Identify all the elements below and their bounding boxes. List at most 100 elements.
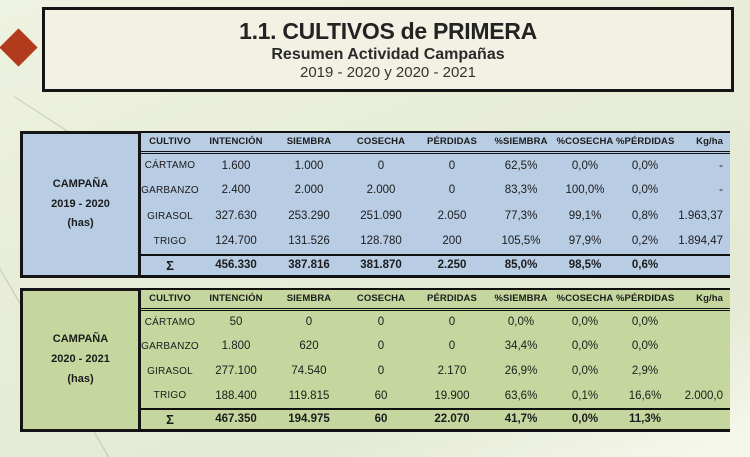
- column-header: %PÉRDIDAS: [615, 132, 675, 154]
- total-cell: Σ: [141, 407, 199, 431]
- table-cell: GARBANZO: [141, 340, 199, 352]
- table-cell: 0,1%: [571, 389, 599, 402]
- table-cell: 63,6%: [504, 389, 538, 402]
- total-cell: 22.070: [417, 407, 487, 431]
- column-header: Kg/ha: [675, 132, 730, 154]
- table-cell: 0,2%: [631, 235, 659, 248]
- table-cell: 0: [377, 316, 385, 329]
- header-row: CULTIVO INTENCIÓN SIEMBRA COSECHA PÉRDIDAS %S…: [141, 132, 730, 154]
- column-header: COSECHA: [345, 289, 417, 311]
- campaign-2019-2020-section: CAMPAÑA 2019 - 2020 (has) CULTIVO INTENCI…: [20, 131, 730, 278]
- table-cell: 0,0%: [571, 316, 599, 329]
- table-cell: TRIGO: [153, 235, 187, 247]
- table-cell: -: [719, 184, 723, 197]
- table-cell: 188.400: [215, 389, 257, 402]
- table-cell: 2,9%: [631, 365, 659, 378]
- table-cell: 1.000: [294, 159, 324, 172]
- table-cell: 19.900: [434, 389, 470, 402]
- table-cell: 0,0%: [631, 340, 659, 353]
- table-cell: 0: [377, 365, 385, 378]
- table-cell: -: [719, 159, 723, 172]
- table-cell: 119.815: [288, 389, 330, 402]
- total-cell: 41,7%: [487, 407, 555, 431]
- table-cell: 620: [299, 340, 319, 353]
- campaign-2020-2021-section: CAMPAÑA 2020 - 2021 (has) CULTIVO INTENCI…: [20, 288, 730, 432]
- table-cell: CÁRTAMO: [144, 316, 196, 328]
- table-row: GARBANZO 2.400 2.000 2.000 0 83,3% 100,0% 0,0% -: [141, 178, 730, 204]
- table-cell: 50: [229, 316, 243, 329]
- table-cell: 1.600: [221, 159, 251, 172]
- column-header: %COSECHA: [555, 289, 615, 311]
- table-cell: GARBANZO: [141, 184, 199, 196]
- campaign-label-line: CAMPAÑA: [52, 177, 109, 190]
- red-diamond-accent-icon: [0, 28, 38, 67]
- total-cell: 0,0%: [555, 407, 615, 431]
- column-header: %PÉRDIDAS: [615, 289, 675, 311]
- slide-period: 2019 - 2020 y 2020 - 2021: [300, 64, 476, 82]
- table-row: GIRASOL 327.630 253.290 251.090 2.050 77,3% 99…: [141, 203, 730, 229]
- table-cell: 253.290: [288, 210, 330, 223]
- total-cell: 0,6%: [615, 253, 675, 277]
- table-cell: [675, 334, 730, 359]
- table-cell: 83,3%: [504, 184, 538, 197]
- table-cell: 0: [448, 316, 456, 329]
- table-cell: 0: [305, 316, 313, 329]
- table-cell: TRIGO: [153, 390, 187, 402]
- table-cell: 97,9%: [568, 235, 602, 248]
- total-cell: [675, 407, 730, 431]
- column-header: PÉRDIDAS: [417, 289, 487, 311]
- table-cell: GIRASOL: [147, 210, 193, 222]
- table-row: CÁRTAMO 50 0 0 0 0,0% 0,0% 0,0%: [141, 309, 730, 334]
- table-cell: 0: [448, 184, 456, 197]
- table-cell: 0,0%: [631, 159, 659, 172]
- table-cell: 0,0%: [571, 159, 599, 172]
- table-cell: GIRASOL: [147, 365, 193, 377]
- table-cell: 2.000,0: [684, 389, 723, 402]
- table-cell: [675, 309, 730, 334]
- table-cell: 1.963,37: [678, 210, 723, 223]
- table-body: CÁRTAMO 50 0 0 0 0,0% 0,0% 0,0% GARBANZO 1.800 620…: [141, 309, 730, 409]
- total-cell: [675, 253, 730, 277]
- campaign-label-line: (has): [67, 372, 94, 385]
- table-cell: 99,1%: [568, 210, 602, 223]
- table-row: GIRASOL 277.100 74.540 0 2.170 26,9% 0,0% 2,9%: [141, 359, 730, 384]
- table-cell: 74.540: [291, 365, 327, 378]
- table-cell: 2.400: [221, 184, 251, 197]
- title-box: 1.1. CULTIVOS de PRIMERA Resumen Activid…: [42, 7, 734, 92]
- campaign-2020-2021-table: CULTIVO INTENCIÓN SIEMBRA COSECHA PÉRDIDAS %S…: [141, 288, 730, 432]
- total-cell: 85,0%: [487, 253, 555, 277]
- table-cell: 0: [448, 159, 456, 172]
- column-header: COSECHA: [345, 132, 417, 154]
- table-cell: 0,0%: [571, 365, 599, 378]
- table-cell: 0: [448, 340, 456, 353]
- column-header: CULTIVO: [141, 132, 199, 154]
- column-header: CULTIVO: [141, 289, 199, 311]
- table-cell: 128.780: [360, 235, 402, 248]
- table-cell: 0: [377, 340, 385, 353]
- table-row: CÁRTAMO 1.600 1.000 0 0 62,5% 0,0% 0,0% -: [141, 152, 730, 178]
- table-body: CÁRTAMO 1.600 1.000 0 0 62,5% 0,0% 0,0% - GARBANZ…: [141, 152, 730, 255]
- slide-title: 1.1. CULTIVOS de PRIMERA: [239, 17, 537, 44]
- total-cell: 194.975: [273, 407, 345, 431]
- table-cell: 16,6%: [628, 389, 662, 402]
- column-header: Kg/ha: [675, 289, 730, 311]
- table-cell: 0: [377, 159, 385, 172]
- table-cell: 2.000: [366, 184, 396, 197]
- table-cell: 0,8%: [631, 210, 659, 223]
- table-cell: 200: [442, 235, 462, 248]
- table-row: GARBANZO 1.800 620 0 0 34,4% 0,0% 0,0%: [141, 334, 730, 359]
- table-cell: CÁRTAMO: [144, 160, 196, 172]
- campaign-2020-2021-label: CAMPAÑA 2020 - 2021 (has): [20, 288, 141, 432]
- table-cell: 0,0%: [507, 316, 535, 329]
- total-cell: 381.870: [345, 253, 417, 277]
- total-row: Σ 467.350 194.975 60 22.070 41,7% 0,0% 11,3%: [141, 407, 730, 431]
- table-row: TRIGO 188.400 119.815 60 19.900 63,6% 0,1% 16,6…: [141, 384, 730, 409]
- campaign-2019-2020-label: CAMPAÑA 2019 - 2020 (has): [20, 131, 141, 278]
- table-cell: 277.100: [215, 365, 257, 378]
- table-cell: 124.700: [215, 235, 257, 248]
- table-row: TRIGO 124.700 131.526 128.780 200 105,5% 97,9%…: [141, 229, 730, 255]
- total-cell: 456.330: [199, 253, 273, 277]
- campaign-label-line: 2020 - 2021: [51, 353, 110, 366]
- table-cell: 62,5%: [504, 159, 538, 172]
